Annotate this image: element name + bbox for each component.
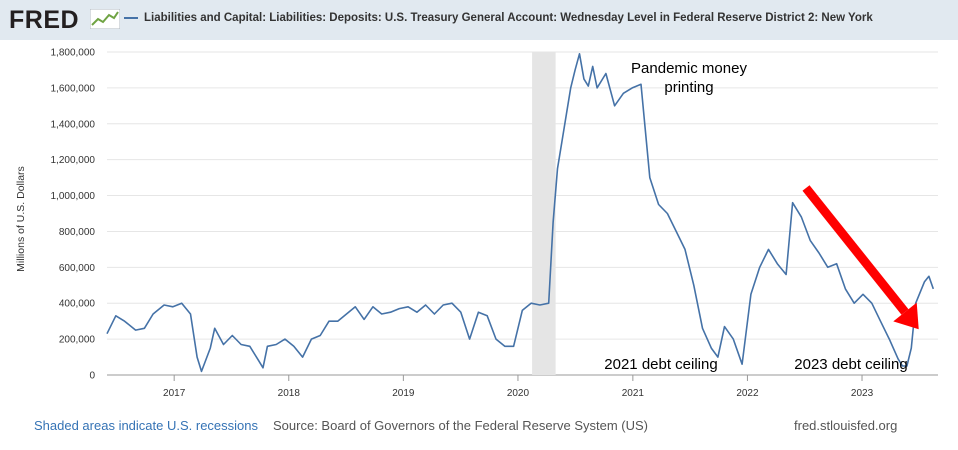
x-tick-label: 2017 [163, 388, 186, 399]
x-tick-label: 2019 [392, 388, 415, 399]
arrow-head [893, 302, 919, 330]
recession-note-link[interactable]: Shaded areas indicate U.S. recessions [34, 418, 259, 433]
x-tick-label: 2018 [278, 388, 301, 399]
x-axis-ticks: 2017 2018 2019 2020 2021 2022 2023 [163, 375, 874, 399]
y-tick-label: 1,800,000 [51, 48, 96, 59]
y-tick-label: 0 [89, 371, 95, 382]
red-arrow-annotation [802, 185, 919, 330]
annotation-pandemic-line-2: printing [664, 79, 713, 96]
y-tick-label: 200,000 [59, 335, 96, 346]
annotation-2023-debt-ceiling: 2023 debt ceiling [794, 356, 907, 373]
y-tick-label: 1,600,000 [51, 83, 96, 94]
series-legend: Liabilities and Capital: Liabilities: De… [124, 12, 873, 24]
x-tick-label: 2022 [736, 388, 759, 399]
y-tick-label: 1,000,000 [51, 191, 96, 202]
x-tick-label: 2021 [622, 388, 645, 399]
logo-text: FRED [9, 6, 80, 34]
recession-shade [532, 52, 556, 375]
grid-lines [107, 51, 938, 376]
y-tick-label: 600,000 [59, 263, 96, 274]
header-bar: FRED Liabilities and Capital: Liabilitie… [0, 0, 958, 40]
line-graph-icon [90, 9, 120, 29]
x-tick-label: 2023 [851, 388, 874, 399]
fred-url[interactable]: fred.stlouisfed.org [794, 418, 898, 433]
y-tick-label: 800,000 [59, 227, 96, 238]
legend-swatch [124, 17, 138, 19]
legend-label[interactable]: Liabilities and Capital: Liabilities: De… [144, 12, 873, 24]
source-note: Source: Board of Governors of the Federa… [273, 418, 648, 433]
series-line[interactable] [106, 53, 935, 373]
y-axis-title: Millions of U.S. Dollars [15, 166, 27, 272]
y-axis-ticks: 0 200,000 400,000 600,000 800,000 1,000,000 1,… [51, 48, 96, 382]
y-tick-label: 1,400,000 [51, 119, 96, 130]
y-tick-label: 400,000 [59, 299, 96, 310]
x-tick-label: 2020 [507, 388, 530, 399]
annotation-pandemic-line-1: Pandemic money [631, 60, 747, 77]
arrow-shaft [802, 185, 909, 315]
y-tick-label: 1,200,000 [51, 155, 96, 166]
annotation-2021-debt-ceiling: 2021 debt ceiling [604, 356, 717, 373]
chart-area: 0 200,000 400,000 600,000 800,000 1,000,000 1,… [15, 48, 938, 399]
recession-band [532, 52, 556, 375]
